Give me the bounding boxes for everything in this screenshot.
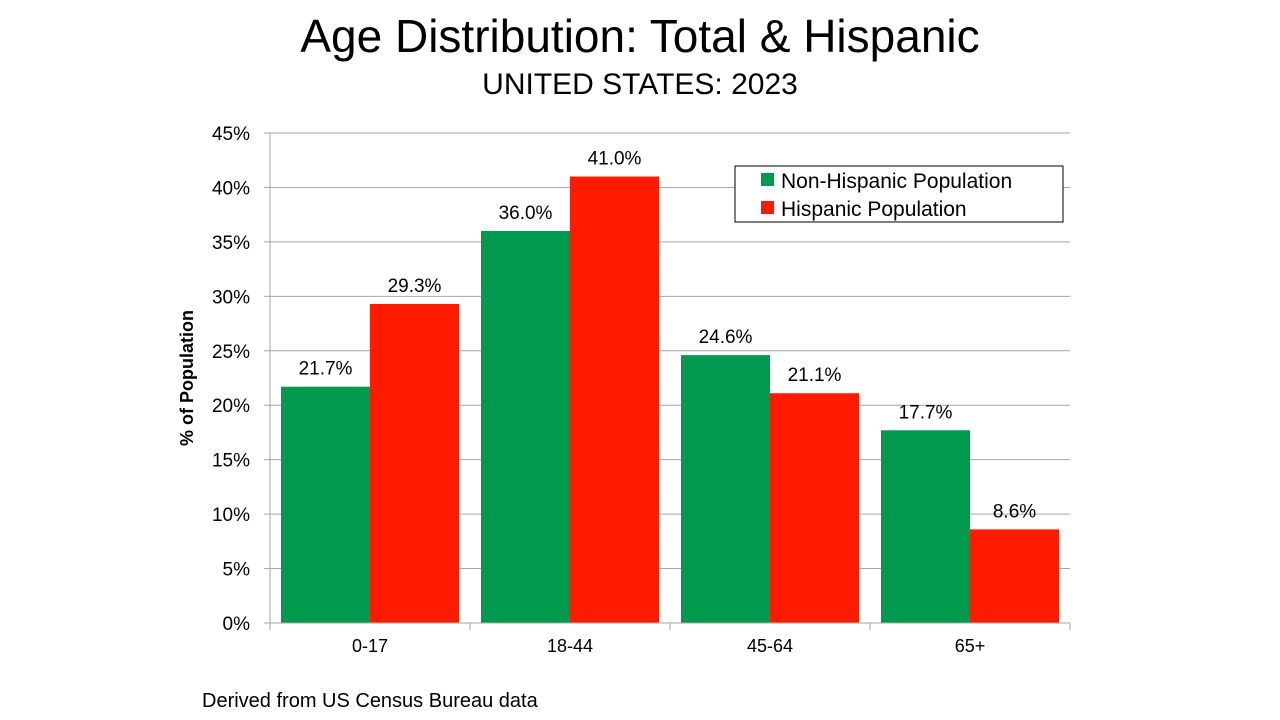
y-tick-label: 10%: [212, 505, 250, 526]
legend-label: Hispanic Population: [781, 198, 967, 221]
y-tick-label: 15%: [212, 451, 250, 472]
y-tick-label: 45%: [212, 124, 250, 145]
legend-label: Non-Hispanic Population: [781, 170, 1012, 193]
data-label: 41.0%: [588, 149, 642, 170]
data-label: 29.3%: [388, 276, 442, 297]
data-labels: 21.7% 29.3% 36.0% 41.0% 24.6% 21.1% 17.7% 8.6%: [299, 149, 1037, 523]
legend-box: [734, 165, 1064, 223]
legend-swatch-0: [761, 173, 774, 186]
y-tick-label: 5%: [223, 560, 251, 581]
bar-18-44-0: [481, 231, 570, 623]
x-axis: 0-17 18-44 45-64 65+: [269, 133, 1071, 656]
x-tick-label: 0-17: [352, 636, 388, 656]
y-axis-ticks: 0% 5% 10% 15% 20% 25% 30% 35% 40% 45%: [212, 124, 270, 635]
y-tick-label: 40%: [212, 178, 250, 199]
data-label: 21.7%: [299, 359, 353, 380]
bar-45-64-0: [681, 355, 770, 623]
bars: [281, 176, 1059, 624]
y-tick-label: 30%: [212, 287, 250, 308]
source-note: Derived from US Census Bureau data: [202, 690, 539, 712]
y-axis-label: % of Population: [177, 310, 197, 446]
x-tick-label: 45-64: [747, 636, 793, 656]
data-label: 17.7%: [899, 402, 953, 423]
y-tick-label: 20%: [212, 396, 250, 417]
x-tick-label: 65+: [955, 636, 986, 656]
data-label: 24.6%: [699, 327, 753, 348]
chart-title: Age Distribution: Total & Hispanic: [300, 10, 979, 62]
legend-swatch-1: [761, 201, 774, 214]
bar-65+-1: [970, 529, 1059, 623]
data-label: 36.0%: [499, 203, 553, 224]
x-tick-label: 18-44: [547, 636, 593, 656]
y-tick-label: 0%: [223, 614, 251, 635]
bar-0-17-0: [281, 386, 370, 623]
y-tick-label: 25%: [212, 342, 250, 363]
bar-45-64-1: [770, 393, 859, 623]
bar-18-44-1: [570, 176, 659, 624]
bar-0-17-1: [370, 303, 459, 623]
chart-subtitle: UNITED STATES: 2023: [482, 68, 798, 101]
data-label: 8.6%: [993, 501, 1036, 522]
legend: Non-Hispanic Population Hispanic Populati…: [734, 165, 1064, 223]
bar-65+-0: [881, 430, 970, 623]
data-label: 21.1%: [788, 365, 842, 386]
y-tick-label: 35%: [212, 233, 250, 254]
